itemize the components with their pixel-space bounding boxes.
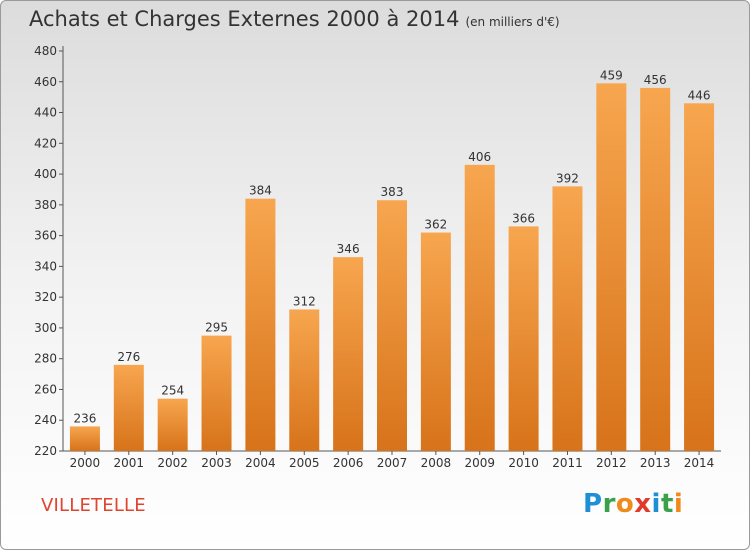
bar-2008 xyxy=(420,232,451,451)
bar-value-label: 383 xyxy=(381,185,404,199)
bar-2009 xyxy=(464,164,495,451)
bar-2000 xyxy=(69,426,100,451)
bar-value-label: 456 xyxy=(644,73,667,87)
chart-title: Achats et Charges Externes 2000 à 2014 (e… xyxy=(29,7,560,31)
logo-letter: i xyxy=(651,489,661,519)
logo-letter: r xyxy=(602,489,616,519)
x-tick-label: 2003 xyxy=(201,456,232,470)
logo-letter: x xyxy=(634,489,652,519)
x-tick-label: 2000 xyxy=(70,456,101,470)
bar-value-label: 346 xyxy=(337,242,360,256)
bar-2013 xyxy=(640,87,671,451)
logo-letter: i xyxy=(673,489,684,519)
y-tick-label: 380 xyxy=(34,198,57,212)
bar-value-label: 254 xyxy=(161,384,184,398)
bar-2011 xyxy=(552,186,583,451)
y-tick-label: 340 xyxy=(34,259,57,273)
y-tick-label: 460 xyxy=(34,75,57,89)
commune-name: VILLETELLE xyxy=(41,495,146,516)
bar-value-label: 459 xyxy=(600,68,623,82)
bar-2001 xyxy=(113,364,144,451)
bar-value-label: 366 xyxy=(512,211,535,225)
bar-2002 xyxy=(157,398,188,451)
bar-value-label: 276 xyxy=(117,350,140,364)
bar-2003 xyxy=(201,335,232,451)
y-tick-label: 260 xyxy=(34,382,57,396)
x-tick-label: 2009 xyxy=(464,456,495,470)
chart-title-text: Achats et Charges Externes 2000 à 2014 xyxy=(29,7,460,31)
y-tick-label: 280 xyxy=(34,352,57,366)
x-tick-label: 2005 xyxy=(289,456,320,470)
bar-value-label: 446 xyxy=(688,88,711,102)
proxiti-logo: Proxiti xyxy=(583,489,683,519)
chart-unit-label: (en milliers d'€) xyxy=(465,15,560,29)
x-tick-label: 2014 xyxy=(684,456,715,470)
bar-value-label: 295 xyxy=(205,321,228,335)
y-tick-label: 320 xyxy=(34,290,57,304)
bar-2010 xyxy=(508,226,539,451)
x-tick-label: 2002 xyxy=(157,456,188,470)
bar-value-label: 236 xyxy=(73,411,96,425)
x-tick-label: 2007 xyxy=(377,456,408,470)
x-tick-label: 2001 xyxy=(114,456,145,470)
y-tick-label: 420 xyxy=(34,136,57,150)
bar-value-label: 384 xyxy=(249,184,272,198)
logo-letter: P xyxy=(583,489,603,519)
bar-value-label: 362 xyxy=(424,218,447,232)
bar-2004 xyxy=(245,198,276,451)
bar-2012 xyxy=(596,83,627,452)
x-tick-label: 2006 xyxy=(333,456,364,470)
logo-letter: o xyxy=(615,489,635,519)
bar-2005 xyxy=(289,309,320,451)
x-tick-label: 2011 xyxy=(552,456,583,470)
bar-2014 xyxy=(684,103,715,452)
bar-2007 xyxy=(377,200,407,451)
y-tick-label: 240 xyxy=(34,413,57,427)
x-tick-label: 2008 xyxy=(421,456,452,470)
x-tick-label: 2012 xyxy=(596,456,627,470)
bar-value-label: 406 xyxy=(468,150,491,164)
logo-letter: t xyxy=(660,489,674,519)
y-tick-label: 360 xyxy=(34,229,57,243)
x-tick-label: 2004 xyxy=(245,456,276,470)
y-tick-label: 220 xyxy=(34,444,57,458)
x-tick-label: 2013 xyxy=(640,456,671,470)
bar-value-label: 312 xyxy=(293,294,316,308)
bar-2006 xyxy=(333,257,364,451)
y-tick-label: 400 xyxy=(34,167,57,181)
y-tick-label: 480 xyxy=(34,44,57,58)
y-tick-label: 300 xyxy=(34,321,57,335)
y-tick-label: 440 xyxy=(34,106,57,120)
bar-value-label: 392 xyxy=(556,171,579,185)
x-tick-label: 2010 xyxy=(508,456,539,470)
